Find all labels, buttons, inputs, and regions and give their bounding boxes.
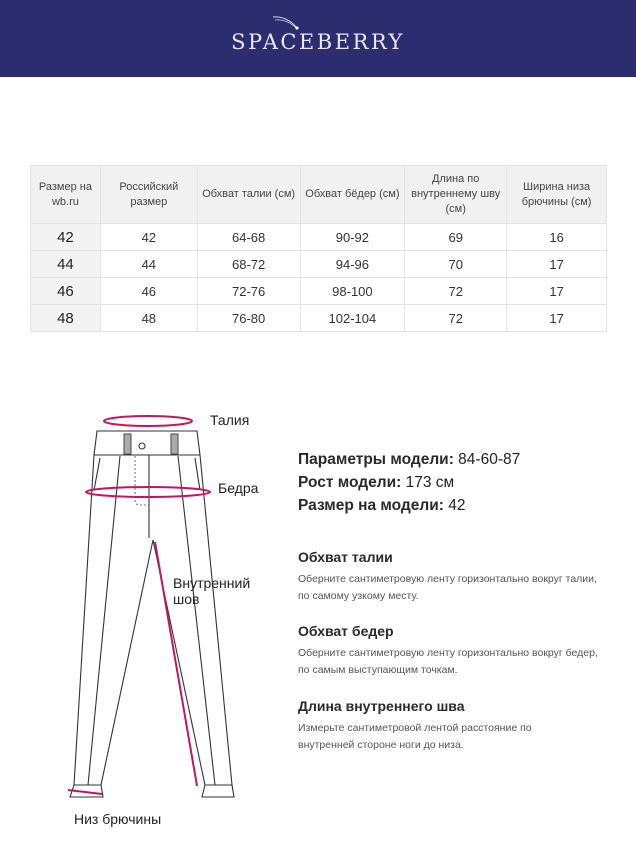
table-cell: 44 [30,250,101,278]
instruction-inseam: Длина внутреннего шва Измерьте сантиметро… [298,698,548,754]
table-cell: 46 [30,277,101,305]
table-row: 48 48 76-80 102-104 72 17 [30,304,607,332]
height-value: 173 см [405,474,455,491]
size-value: 42 [448,497,466,514]
table-cell: 48 [99,304,198,332]
column-header: Обхват бёдер (см) [299,165,406,224]
size-label: Размер на модели: [298,497,444,514]
instruction-text: Измерьте сантиметровой лентой расстояние… [298,722,532,751]
column-header: Ширина низа брючины (см) [506,165,607,224]
column-header: Российский размер [99,165,198,224]
table-cell: 17 [506,277,607,305]
instruction-hips: Обхват бедер Оберните сантиметровую ленту… [298,623,598,679]
instruction-waist: Обхват талии Оберните сантиметровую ленту… [298,549,598,605]
table-cell: 72 [404,304,508,332]
table-cell: 17 [506,250,607,278]
measurement-lines [67,415,211,795]
brand-logo: SPACEBERRY [231,15,405,54]
column-header: Обхват талии (см) [196,165,301,224]
table-cell: 76-80 [196,304,301,332]
table-row: 42 42 64-68 90-92 69 16 [30,223,607,251]
shooting-star-icon [273,15,299,30]
brand-name: SPACEBERRY [231,29,405,54]
instruction-title: Длина внутреннего шва [298,698,465,714]
table-cell: 72-76 [196,277,301,305]
instruction-text: Оберните сантиметровую ленту горизонталь… [298,573,597,602]
label-inseam: Внутренний шов [173,575,251,607]
table-header-row: Размер на wb.ru Российский размер Обхват т… [30,165,607,224]
label-hem: Низ брючины [74,811,162,827]
instruction-title: Обхват бедер [298,623,394,639]
table-cell: 42 [30,223,101,251]
table-cell: 17 [506,304,607,332]
params-label: Параметры модели: [298,451,454,468]
table-cell: 48 [30,304,101,332]
height-label: Рост модели: [298,474,402,491]
instruction-title: Обхват талии [298,549,393,565]
model-params: Параметры модели: 84-60-87 Рост модели: … [298,448,520,517]
brand-header: SPACEBERRY [0,0,636,77]
table-cell: 102-104 [299,304,406,332]
table-cell: 98-100 [299,277,406,305]
label-waist: Талия [210,412,250,428]
table-cell: 70 [404,250,508,278]
column-header: Длина по внутреннему шву (см) [404,165,508,224]
instruction-text: Оберните сантиметровую ленту горизонталь… [298,647,598,676]
pants-diagram [67,415,235,798]
size-table: Размер на wb.ru Российский размер Обхват т… [30,165,607,332]
table-cell: 90-92 [299,223,406,251]
table-cell: 16 [506,223,607,251]
table-cell: 72 [404,277,508,305]
table-cell: 44 [99,250,198,278]
table-cell: 69 [404,223,508,251]
label-hips: Бедра [218,480,259,496]
table-cell: 94-96 [299,250,406,278]
params-value: 84-60-87 [458,451,521,468]
table-row: 44 44 68-72 94-96 70 17 [30,250,607,278]
